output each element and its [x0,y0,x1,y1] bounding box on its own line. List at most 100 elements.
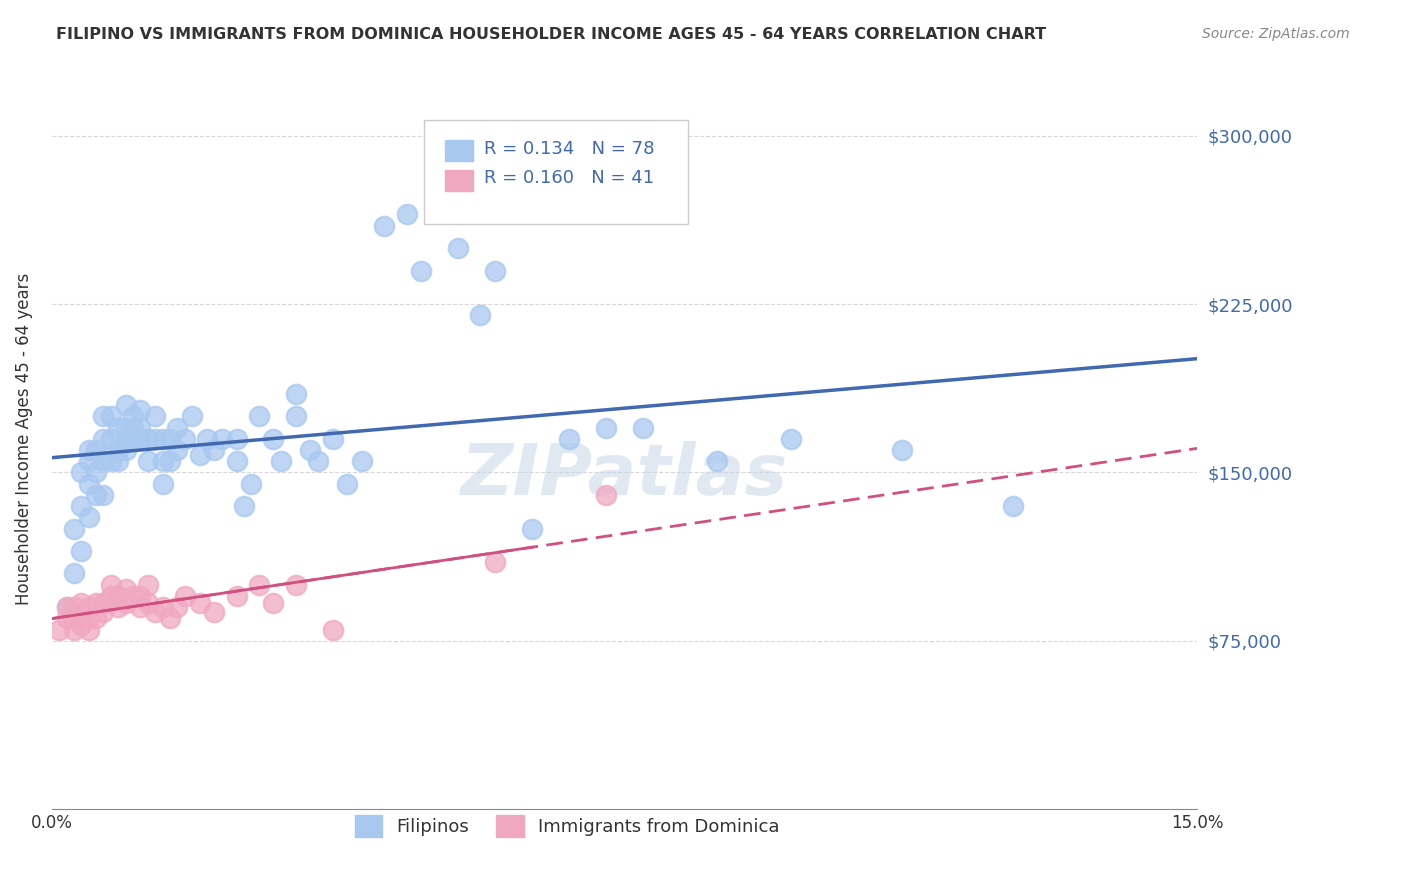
Point [107,589,129,603]
Point [100,454,122,468]
Point [159,454,181,468]
Point [122,432,145,446]
Point [136,596,159,610]
Point [373,219,395,233]
Point [299,443,322,458]
Point [70,618,93,632]
Point [77,623,100,637]
Point [336,476,359,491]
Point [129,600,152,615]
Point [122,420,145,434]
Point [484,263,506,277]
Point [284,578,307,592]
Point [77,611,100,625]
Point [188,448,211,462]
Point [159,432,181,446]
Point [706,454,728,468]
Point [77,443,100,458]
Point [470,309,492,323]
Point [263,596,285,610]
Point [595,488,617,502]
Point [93,605,115,619]
Point [631,420,654,434]
Point [520,522,543,536]
Point [173,432,195,446]
Point [70,466,93,480]
Point [129,432,152,446]
Legend: Filipinos, Immigrants from Dominica: Filipinos, Immigrants from Dominica [347,808,787,845]
Point [211,432,233,446]
Point [84,488,107,502]
Point [114,443,136,458]
Point [93,454,115,468]
Point [136,578,159,592]
Point [152,476,174,491]
Point [63,623,86,637]
Point [159,611,181,625]
Point [63,600,86,615]
Point [322,623,344,637]
Point [232,499,254,513]
Point [55,600,77,615]
Point [779,432,801,446]
Point [114,398,136,412]
Point [284,387,307,401]
Point [93,488,115,502]
Point [84,611,107,625]
Point [122,589,145,603]
Text: R = 0.160   N = 41: R = 0.160 N = 41 [484,169,654,187]
Point [63,566,86,581]
Point [122,409,145,424]
Point [202,443,225,458]
Point [77,476,100,491]
Point [93,596,115,610]
Point [93,432,115,446]
Point [352,454,374,468]
Point [143,605,166,619]
Point [484,555,506,569]
Point [152,432,174,446]
Point [307,454,329,468]
Point [247,409,270,424]
Point [70,605,93,619]
Point [84,596,107,610]
Point [202,605,225,619]
FancyBboxPatch shape [444,140,474,161]
Point [166,420,188,434]
Point [70,544,93,558]
Point [136,432,159,446]
Point [558,432,581,446]
Point [284,409,307,424]
Point [70,596,93,610]
Point [100,589,122,603]
Point [114,432,136,446]
FancyBboxPatch shape [444,170,474,191]
Point [114,420,136,434]
Point [77,600,100,615]
Point [100,409,122,424]
Point [70,499,93,513]
Text: ZIPatlas: ZIPatlas [461,442,789,510]
Point [166,443,188,458]
FancyBboxPatch shape [425,120,688,224]
Text: Source: ZipAtlas.com: Source: ZipAtlas.com [1202,27,1350,41]
Point [322,432,344,446]
Point [48,623,70,637]
Point [129,589,152,603]
Point [263,432,285,446]
Point [77,510,100,524]
Point [395,207,418,221]
Point [240,476,263,491]
Point [890,443,912,458]
Point [63,611,86,625]
Point [166,600,188,615]
Point [114,582,136,597]
Point [152,454,174,468]
Point [188,596,211,610]
Point [270,454,292,468]
Point [1001,499,1024,513]
Point [100,578,122,592]
Point [100,432,122,446]
Point [107,600,129,615]
Point [247,578,270,592]
